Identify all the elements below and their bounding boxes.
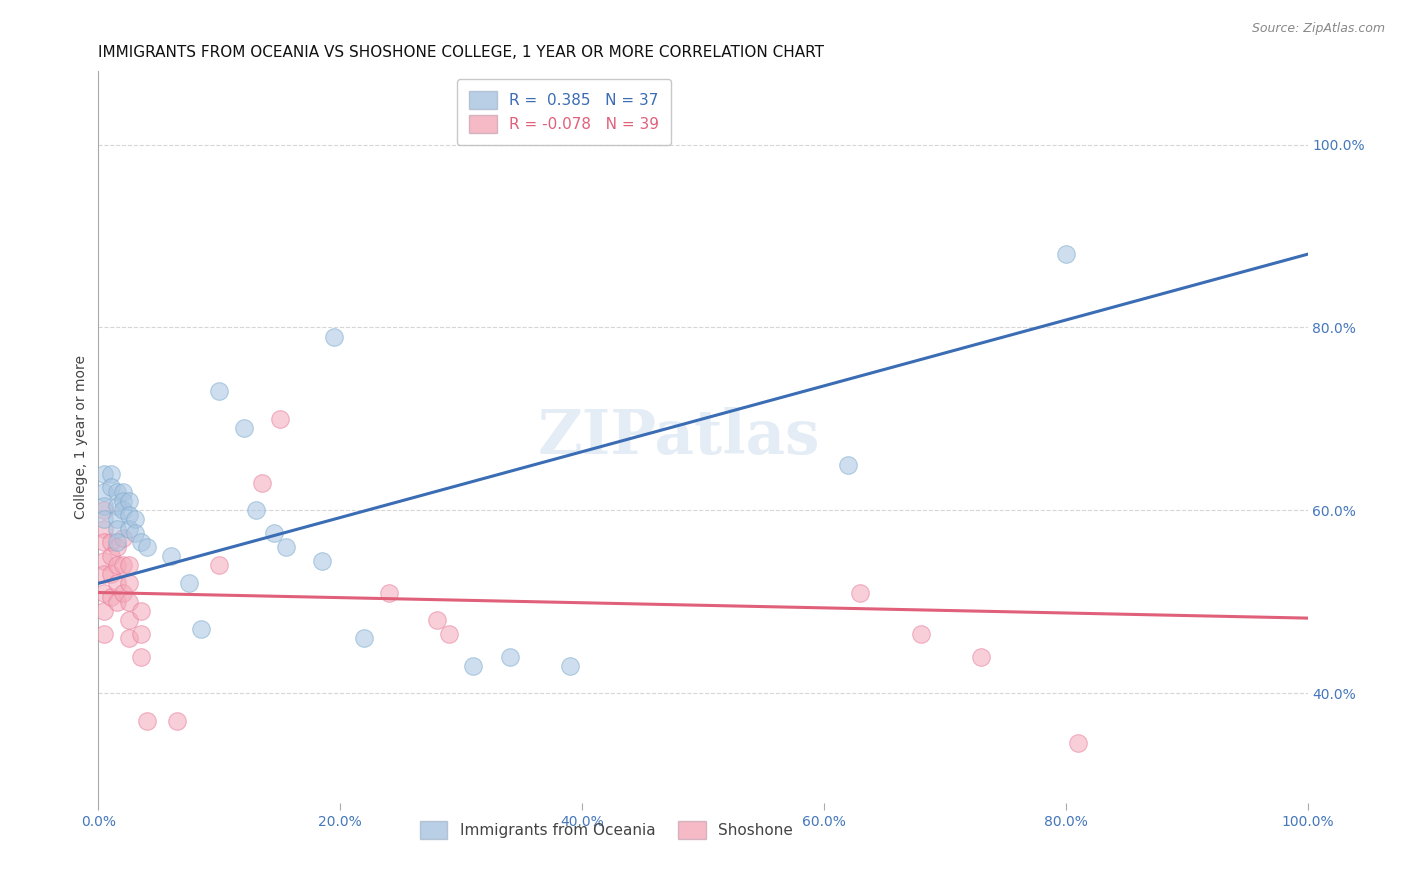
Point [93,521,115,535]
Point [105,594,128,608]
Point [105,499,128,513]
Point [269,412,291,426]
Text: Source: ZipAtlas.com: Source: ZipAtlas.com [1251,22,1385,36]
Point [93,553,115,567]
Point [100,535,122,549]
Point [179,576,201,591]
Point [93,567,115,582]
Point [166,714,188,728]
Y-axis label: College, 1 year or more: College, 1 year or more [75,355,89,519]
Point [135,714,157,728]
Point [498,649,520,664]
Point [558,658,581,673]
Point [100,590,122,604]
Point [129,649,152,664]
Point [105,485,128,500]
Point [118,632,141,646]
Point [100,567,122,582]
Point [105,521,128,535]
Point [970,649,993,664]
Point [100,480,122,494]
Point [910,626,932,640]
Point [105,535,128,549]
Point [124,512,146,526]
Point [232,421,254,435]
Point [250,475,273,490]
Point [118,508,141,522]
Legend: Immigrants from Oceania, Shoshone: Immigrants from Oceania, Shoshone [412,814,800,847]
Point [105,512,128,526]
Point [129,626,152,640]
Point [93,604,115,618]
Point [353,632,375,646]
Point [837,458,859,472]
Point [105,576,128,591]
Text: ZIPatlas: ZIPatlas [537,407,820,467]
Point [111,585,134,599]
Point [93,585,115,599]
Point [93,503,115,517]
Point [463,658,485,673]
Point [100,549,122,563]
Point [105,558,128,573]
Point [426,613,449,627]
Point [93,499,115,513]
Point [111,494,134,508]
Point [311,553,333,567]
Text: IMMIGRANTS FROM OCEANIA VS SHOSHONE COLLEGE, 1 YEAR OR MORE CORRELATION CHART: IMMIGRANTS FROM OCEANIA VS SHOSHONE COLL… [98,45,824,61]
Point [93,626,115,640]
Point [190,622,212,636]
Point [245,503,267,517]
Point [1067,736,1090,750]
Point [1054,247,1077,261]
Point [129,604,152,618]
Point [208,384,231,399]
Point [274,540,297,554]
Point [111,485,134,500]
Point [129,535,152,549]
Point [118,521,141,535]
Point [437,626,460,640]
Point [124,526,146,541]
Point [93,467,115,481]
Point [263,526,285,541]
Point [118,613,141,627]
Point [111,503,134,517]
Point [100,467,122,481]
Point [111,531,134,545]
Point [208,558,231,573]
Point [118,494,141,508]
Point [323,329,346,343]
Point [118,576,141,591]
Point [93,535,115,549]
Point [135,540,157,554]
Point [111,558,134,573]
Point [160,549,183,563]
Point [93,485,115,500]
Point [105,540,128,554]
Point [849,585,872,599]
Point [93,512,115,526]
Point [118,594,141,608]
Point [118,558,141,573]
Point [377,585,399,599]
